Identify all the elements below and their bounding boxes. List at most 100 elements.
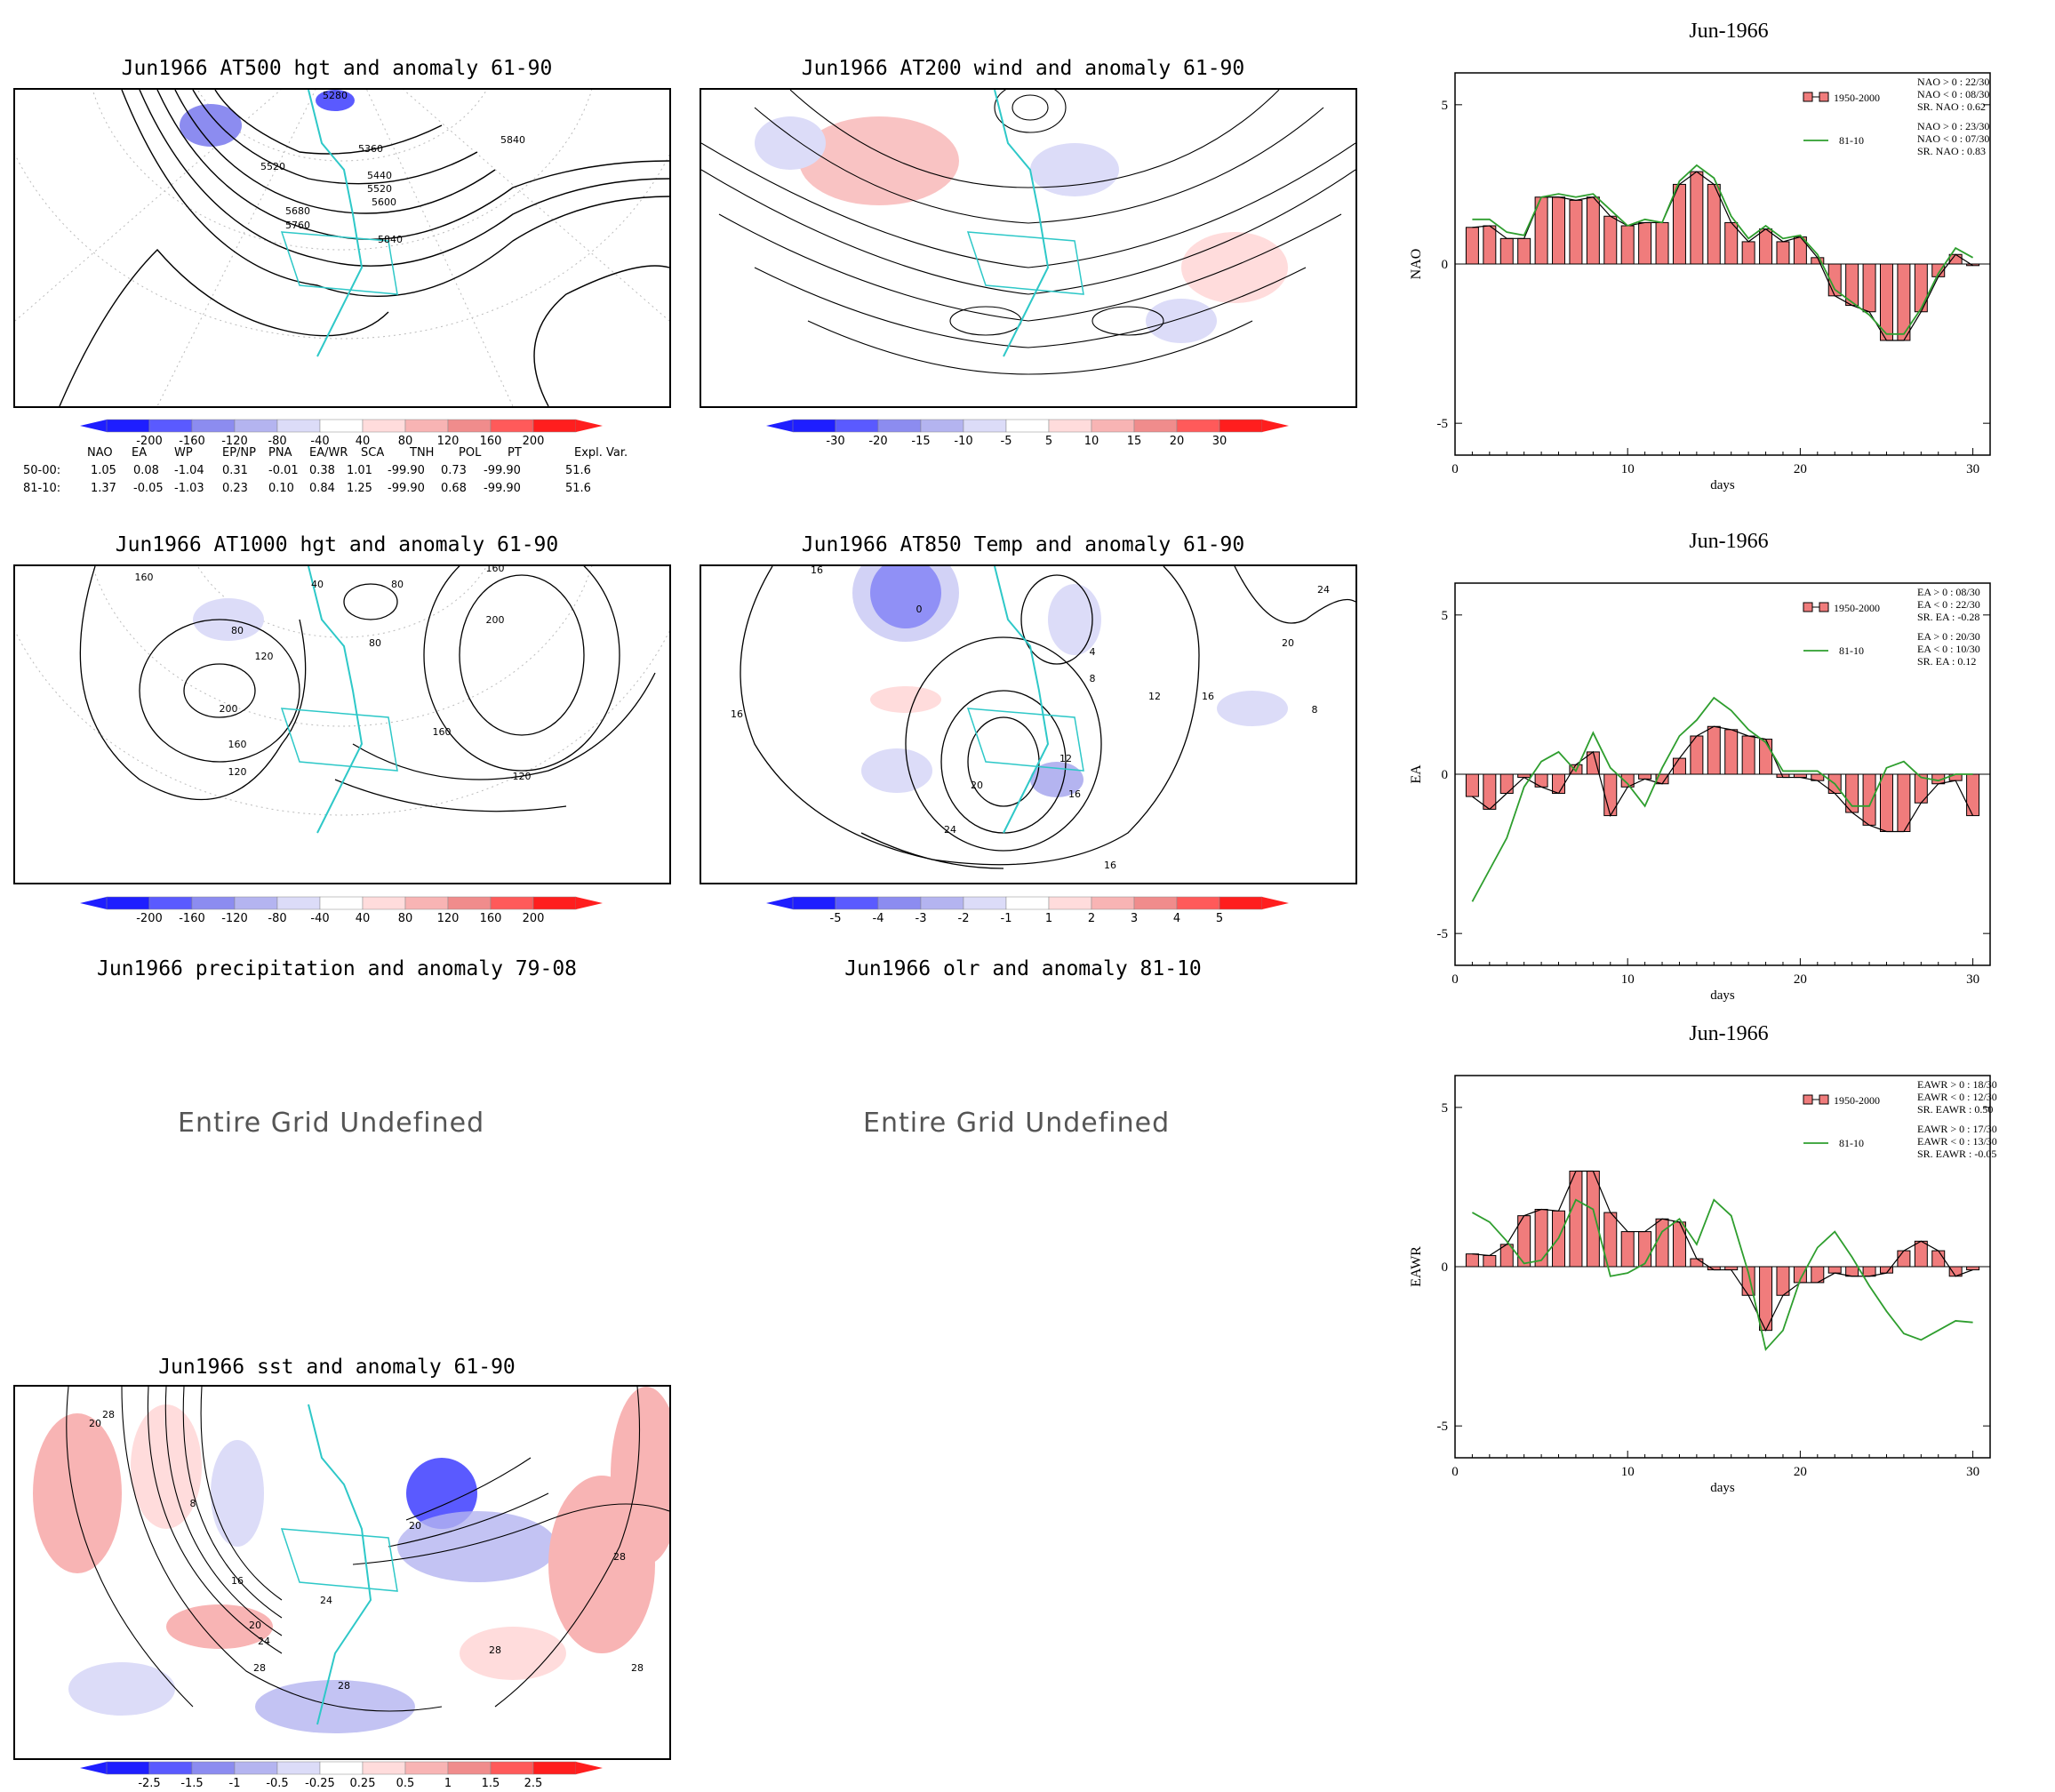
colorbar-tick-label: -80 [268,912,286,925]
colorbar-arrow-right [1262,897,1289,909]
colorbar-swatch [447,1761,492,1775]
bar [1569,1171,1583,1268]
legend-stat: SR. EAWR : 0.50 [1917,1103,1993,1116]
index-table-cell: 0.31 [222,464,248,477]
colorbar-wind: -30 -20 -15 -10 -5 5 10 15 20 30 [766,419,1289,448]
colorbar-tick-label: 0.5 [396,1777,415,1790]
contour-label: 16 [1202,691,1214,702]
index-table-cell: 0.38 [309,464,335,477]
series-81-10-line [1471,1198,1973,1352]
contour-label: 28 [631,1662,644,1674]
contour-label: 16 [731,708,743,720]
colorbar-swatch [276,419,321,433]
bar [1759,228,1773,265]
colorbar-swatch [792,419,836,433]
contour-label: 160 [433,726,452,738]
legend-stat: EAWR < 0 : 12/30 [1917,1091,1997,1103]
bar [1638,1231,1652,1268]
colorbar-tick-label: -160 [179,912,205,925]
colorbar-tick-label: -2 [958,912,970,925]
colorbar-swatch [404,419,449,433]
y-tick-label: 5 [1442,1101,1449,1116]
index-table-header: POL [459,446,482,460]
bar [1465,773,1479,797]
y-tick-label: -5 [1437,927,1449,941]
contour-label: 5360 [358,143,383,155]
bar [1776,1266,1790,1296]
colorbar-swatch [1176,419,1220,433]
colorbar-swatch [362,419,406,433]
contour-label: 5520 [367,183,392,195]
colorbar-swatch [106,896,150,910]
colorbar-tick-label: -2.5 [138,1777,160,1790]
map-sst: 28 20 8 16 20 24 28 24 20 28 28 28 28 [13,1385,671,1760]
colorbar-tick-label: 40 [356,435,371,448]
bar [1862,1266,1876,1277]
colorbar-swatch [963,896,1007,910]
bar [1483,1254,1497,1268]
y-tick-label: -5 [1437,417,1449,431]
index-table-cell: 1.37 [91,482,116,495]
colorbar-tick-label: 80 [398,435,413,448]
colorbar-swatch [148,1761,193,1775]
x-axis-label: days [1710,1481,1735,1495]
bar [1603,215,1618,265]
contour-label: 80 [369,637,381,649]
index-table-cell: -1.03 [174,482,204,495]
bar [1534,1209,1548,1268]
contour-label: 0 [916,604,923,615]
colorbar-tick-label: -120 [221,435,248,448]
contour-label: 20 [409,1520,421,1532]
map-500-hgt: 5280 5360 5440 5520 5600 5520 5680 5760 5840 5840 [13,88,671,408]
bar [1966,773,1980,817]
bar [1759,739,1773,775]
x-tick-label: 0 [1451,972,1459,987]
colorbar-swatch [532,1761,577,1775]
x-axis-label: days [1710,988,1735,1003]
colorbar-tick-label: 10 [1084,435,1099,448]
map-title-olr: Jun1966 olr and anomaly 81-10 [844,957,1202,980]
x-tick-label: 10 [1621,972,1635,987]
index-table-row-label: 50-00: [23,464,61,477]
bar [1845,1266,1859,1277]
colorbar-swatch [1133,896,1178,910]
index-table: NAO EA WP EP/NP PNA EA/WR SCA TNH POL PT Expl. Var… [23,444,663,498]
contour-label: 200 [220,703,238,715]
legend-series-2: 81-10 [1839,1137,1864,1149]
bar [1620,1231,1635,1268]
bar [1569,199,1583,265]
map-title-500: Jun1966 AT500 hgt and anomaly 61-90 [121,57,553,80]
colorbar-tick-label: 1 [444,1777,452,1790]
bar [1465,1253,1479,1268]
legend-stat: SR. EA : 0.12 [1917,655,1976,668]
contour-label: 12 [1059,753,1072,764]
colorbar-swatch [404,1761,449,1775]
contour-label: 24 [944,824,956,836]
contour-label: 120 [228,766,247,778]
colorbar-arrow-left [766,420,793,432]
contour-label: 20 [249,1620,261,1631]
legend-series-1: 1950-2000 [1834,92,1880,104]
colorbar-swatch [276,1761,321,1775]
x-tick-label: 30 [1966,972,1979,987]
map-1000-svg: 160 40 80 160 200 80 80 120 200 160 120 160 120 [15,566,669,834]
bar [1655,221,1669,265]
legend-stat: EAWR > 0 : 17/30 [1917,1123,1997,1135]
colorbar-tick-label: -4 [873,912,884,925]
olr-undefined: Entire Grid Undefined [863,1108,1171,1139]
bar [1879,773,1893,832]
colorbar-swatch [191,896,236,910]
colorbar-swatch [877,419,922,433]
colorbar-arrow-left [80,897,107,909]
colorbar-tick-label: 120 [437,435,460,448]
contour-label: 160 [135,572,154,583]
contour-label: 24 [320,1595,332,1606]
colorbar-swatch [532,896,577,910]
bar [1672,757,1686,775]
colorbar-tick-label: 200 [523,435,545,448]
colorbar-tick-label: -120 [221,912,248,925]
bar [1724,221,1739,265]
colorbar-tick-label: 20 [1170,435,1185,448]
colorbar-swatch [490,896,534,910]
